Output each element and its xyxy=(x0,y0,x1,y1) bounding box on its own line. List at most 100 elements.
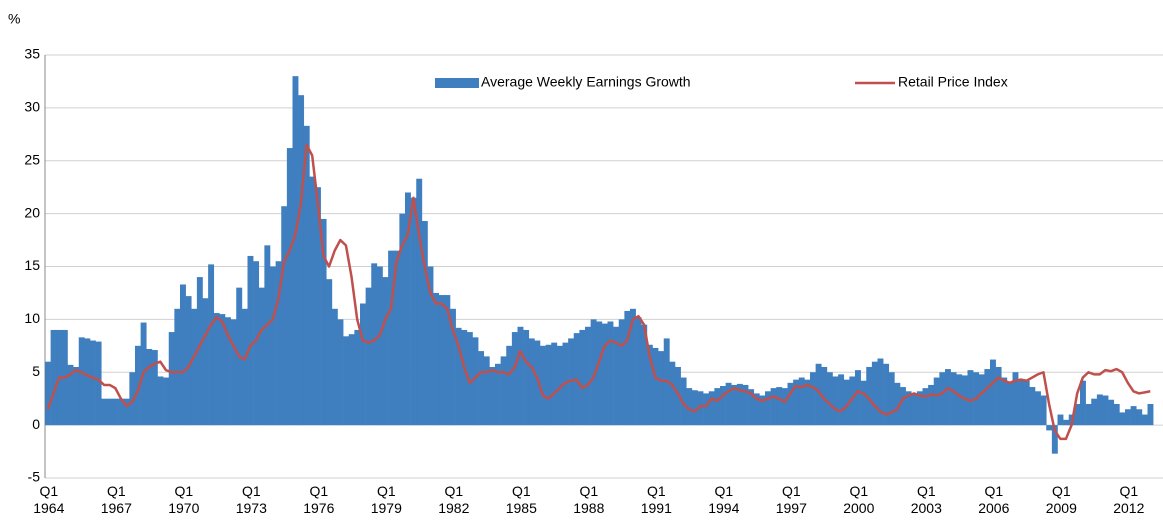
bar xyxy=(697,391,704,426)
bar xyxy=(871,361,878,426)
bar xyxy=(821,366,828,426)
bar xyxy=(506,345,513,426)
bar xyxy=(545,344,552,426)
bar xyxy=(888,372,895,426)
x-tick-label: Q1 2003 xyxy=(910,483,942,516)
bar xyxy=(281,206,288,426)
x-tick-label: Q1 1964 xyxy=(33,483,65,516)
bar xyxy=(421,221,428,426)
bar xyxy=(337,319,344,426)
bar xyxy=(135,345,141,426)
bar xyxy=(714,388,721,426)
bar xyxy=(680,377,687,426)
bar xyxy=(911,393,918,426)
bar xyxy=(286,148,293,426)
bar xyxy=(326,279,333,426)
bar xyxy=(1023,380,1030,426)
bar xyxy=(787,382,794,426)
bar xyxy=(922,388,929,426)
bar xyxy=(298,95,305,426)
bar xyxy=(596,321,603,426)
bar xyxy=(523,329,530,426)
bar xyxy=(95,341,102,426)
legend-label: Average Weekly Earnings Growth xyxy=(481,74,691,90)
bar xyxy=(90,340,96,426)
bar xyxy=(984,369,991,426)
y-tick-label: -5 xyxy=(28,469,41,485)
bar xyxy=(1102,395,1109,426)
bar xyxy=(849,376,856,426)
bar xyxy=(410,197,417,426)
bar xyxy=(945,369,951,426)
bar xyxy=(489,366,496,426)
x-tick-label: Q1 1991 xyxy=(640,483,672,516)
bar xyxy=(776,387,783,426)
bar xyxy=(174,308,181,426)
x-tick-label: Q1 1985 xyxy=(505,483,537,516)
y-tick-label: 0 xyxy=(32,416,40,432)
bar xyxy=(641,324,648,426)
bar xyxy=(388,250,395,426)
bar xyxy=(292,76,299,426)
bar xyxy=(1006,382,1013,426)
y-tick-label: 35 xyxy=(24,46,40,62)
bar xyxy=(45,361,51,426)
bar xyxy=(579,329,586,426)
bar xyxy=(1119,412,1126,426)
bar xyxy=(956,374,963,426)
bar xyxy=(798,377,805,426)
bar xyxy=(703,393,710,426)
bar xyxy=(230,319,237,426)
bar xyxy=(466,332,473,426)
bar xyxy=(1001,377,1008,426)
bar xyxy=(1141,414,1148,426)
bar xyxy=(382,277,389,426)
bar xyxy=(478,351,485,426)
bar xyxy=(995,366,1002,426)
bar xyxy=(191,308,198,426)
bar xyxy=(866,366,873,426)
bar xyxy=(196,277,203,426)
bar xyxy=(1085,403,1092,426)
bar xyxy=(793,379,800,426)
bar xyxy=(483,356,490,426)
bar xyxy=(736,383,743,426)
bar xyxy=(916,391,923,426)
bar xyxy=(270,266,276,426)
bar xyxy=(343,336,350,426)
bar xyxy=(225,317,231,426)
bar xyxy=(967,370,974,426)
bar xyxy=(928,384,935,426)
x-tick-label: Q1 1994 xyxy=(708,483,740,516)
x-tick-label: Q1 2006 xyxy=(978,483,1010,516)
bar xyxy=(950,372,957,426)
bar xyxy=(832,376,839,426)
bar xyxy=(770,388,777,426)
y-tick-label: 20 xyxy=(24,204,40,220)
bar xyxy=(101,398,108,426)
bar xyxy=(630,308,636,426)
bar xyxy=(1080,380,1086,426)
bar xyxy=(180,284,186,426)
x-tick-label: Q1 2000 xyxy=(843,483,875,516)
bar xyxy=(590,319,597,426)
bar xyxy=(78,337,85,426)
bar xyxy=(978,374,985,426)
bar xyxy=(1125,409,1131,426)
bar xyxy=(810,372,816,426)
bar xyxy=(1018,379,1025,426)
bar xyxy=(725,382,732,426)
bar xyxy=(877,358,884,426)
bar xyxy=(202,298,209,426)
bar xyxy=(601,323,608,426)
bar xyxy=(67,364,74,426)
bar xyxy=(635,317,642,426)
bar xyxy=(112,398,119,426)
bar xyxy=(309,176,316,426)
bar xyxy=(652,347,659,426)
bar xyxy=(961,375,968,426)
x-tick-label: Q1 2009 xyxy=(1045,483,1077,516)
x-tick-label: Q1 1988 xyxy=(573,483,605,516)
bar xyxy=(528,338,535,426)
bar xyxy=(393,250,400,426)
